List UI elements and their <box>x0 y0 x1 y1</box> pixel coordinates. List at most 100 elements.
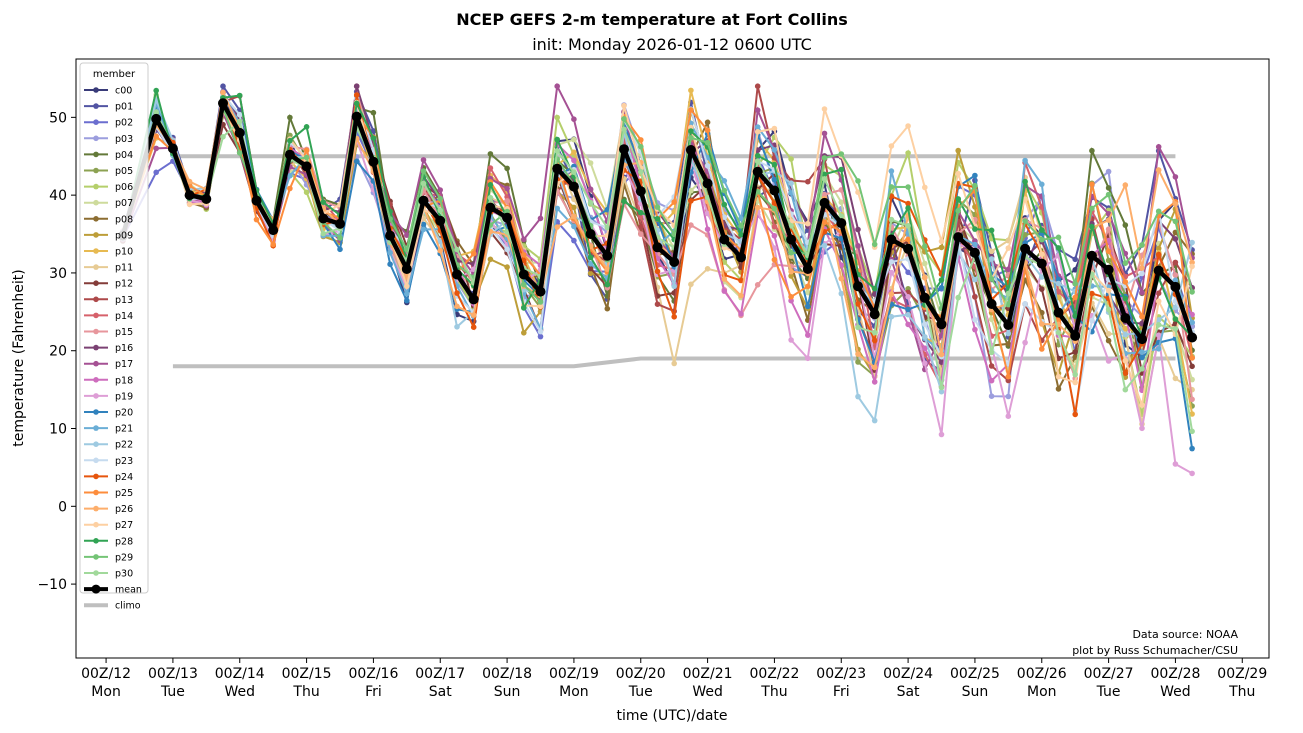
member-p27-point <box>888 143 895 149</box>
member-p21-point <box>972 241 978 248</box>
member-p27-point <box>754 129 761 135</box>
mean-point <box>1120 313 1131 323</box>
member-p08-point <box>1105 337 1112 344</box>
member-p17-point <box>420 157 427 163</box>
member-p28-point <box>1172 316 1179 322</box>
member-p24-point <box>454 290 460 296</box>
mean-point <box>585 229 596 239</box>
member-p27-point <box>186 201 193 208</box>
member-p21-point <box>387 249 393 256</box>
member-p29-point <box>621 116 627 122</box>
member-p23-point <box>1022 301 1028 307</box>
legend-swatch-marker <box>93 409 99 415</box>
member-p25-point <box>1189 355 1195 361</box>
member-p19-point <box>938 431 945 438</box>
member-p10-point <box>1122 325 1129 332</box>
member-p11-point <box>571 196 577 203</box>
mean-point <box>318 213 329 224</box>
member-p11-point <box>988 248 995 255</box>
x-tick-label: 00Z/26 <box>1017 666 1067 682</box>
member-p20-point <box>972 172 978 179</box>
member-p29-point <box>955 207 961 214</box>
mean-point <box>284 149 295 160</box>
member-p18-point <box>704 226 711 232</box>
member-p28-point <box>604 281 611 288</box>
member-p28-point <box>1122 295 1129 302</box>
member-p28-point <box>1055 245 1062 251</box>
member-p28-point <box>153 87 159 94</box>
member-p30-point <box>838 213 845 219</box>
member-p12-point <box>1189 363 1195 370</box>
member-p25-point <box>1122 279 1129 285</box>
member-p17-point <box>1172 174 1179 180</box>
member-p26-point <box>1189 259 1195 266</box>
y-tick-label: 10 <box>49 422 67 438</box>
mean-point <box>836 218 847 229</box>
member-p18-point <box>738 311 744 317</box>
member-p14-point <box>1055 289 1062 295</box>
member-p17-point <box>1005 266 1012 273</box>
member-p15-point <box>504 198 510 204</box>
y-tick-label: 50 <box>49 110 67 126</box>
legend-swatch-marker <box>93 360 99 367</box>
member-p25-point <box>805 283 811 290</box>
member-p20-point <box>1055 276 1062 283</box>
member-p23-point <box>1089 317 1095 324</box>
member-p24-point <box>771 200 778 206</box>
mean-point <box>919 292 930 303</box>
member-p09-point <box>1155 245 1162 252</box>
member-p24-point <box>470 324 477 331</box>
legend-label-c00: c00 <box>115 86 132 97</box>
member-p09-point <box>938 244 945 251</box>
member-p10-point <box>571 149 577 156</box>
member-p22-point <box>671 283 677 290</box>
member-p04-point <box>504 165 510 172</box>
member-p18-point <box>1189 311 1195 318</box>
legend-swatch-marker <box>93 554 99 560</box>
legend-items: c00 p01 p02 p03 p04 p05 p06 p07 p08 p09 p10 p11 p12 p… <box>84 86 142 612</box>
member-p29-point <box>1189 289 1195 295</box>
member-p10-point <box>688 87 694 94</box>
member-p13-point <box>972 294 978 300</box>
legend-swatch-marker <box>93 425 99 431</box>
mean-point <box>1187 332 1198 343</box>
mean-point <box>468 294 479 305</box>
member-p29-point <box>1039 236 1045 243</box>
member-p18-point <box>905 321 911 328</box>
mean-point <box>1170 281 1181 292</box>
member-p28-point <box>654 216 661 222</box>
member-p29-point <box>821 155 828 161</box>
member-p28-point <box>487 182 494 188</box>
legend-title: member <box>93 69 136 80</box>
legend-label-p22: p22 <box>115 440 133 451</box>
member-p04-point <box>370 109 377 116</box>
member-p27-point <box>922 184 928 191</box>
legend-label-p23: p23 <box>115 456 133 467</box>
member-p04-point <box>487 151 494 157</box>
member-p30-point <box>955 294 961 301</box>
member-p27-point <box>938 238 945 245</box>
member-p21-point <box>587 261 594 267</box>
member-p28-point <box>905 205 911 211</box>
legend-label-p14: p14 <box>115 311 133 322</box>
member-p28-point <box>621 198 627 205</box>
mean-point <box>385 230 396 241</box>
member-p28-point <box>938 277 945 283</box>
mean-point <box>903 243 914 254</box>
mean-series <box>117 98 1198 345</box>
member-p26-point <box>888 291 895 297</box>
member-p23-point <box>721 214 728 220</box>
member-p22-point <box>871 417 878 424</box>
member-p13-point <box>654 301 661 308</box>
member-p27-point <box>805 220 811 227</box>
member-p04-point <box>1105 185 1112 191</box>
member-p04-point <box>1089 147 1095 154</box>
member-p24-point <box>871 337 878 344</box>
member-p18-point <box>805 332 811 338</box>
member-p29-point <box>721 187 728 194</box>
x-tick-label: 00Z/12 <box>81 666 131 682</box>
mean-point <box>969 247 980 258</box>
member-p13-point <box>638 224 644 230</box>
member-p22-point <box>1005 330 1012 337</box>
member-p21-point <box>1139 349 1145 356</box>
